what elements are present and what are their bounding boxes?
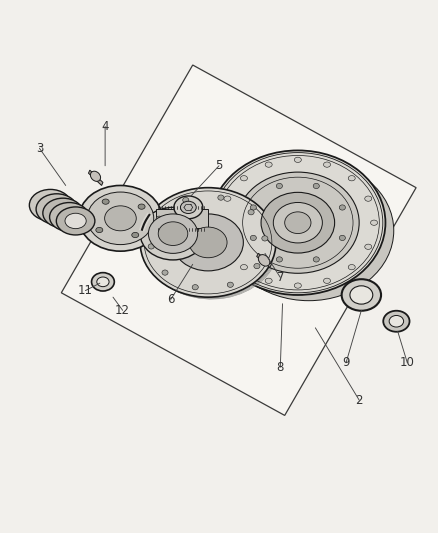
Ellipse shape: [294, 157, 301, 163]
Ellipse shape: [324, 162, 331, 167]
Ellipse shape: [36, 194, 77, 224]
Ellipse shape: [265, 278, 272, 284]
Ellipse shape: [224, 160, 394, 301]
Ellipse shape: [389, 316, 403, 327]
Ellipse shape: [342, 279, 381, 311]
Text: 6: 6: [167, 293, 175, 306]
Ellipse shape: [140, 188, 276, 297]
Ellipse shape: [29, 189, 71, 221]
Ellipse shape: [206, 209, 241, 236]
Ellipse shape: [254, 263, 260, 269]
Ellipse shape: [174, 196, 203, 219]
Ellipse shape: [138, 204, 145, 209]
Ellipse shape: [339, 235, 346, 240]
Ellipse shape: [87, 192, 154, 245]
Ellipse shape: [240, 264, 247, 270]
Ellipse shape: [148, 214, 198, 253]
Ellipse shape: [46, 201, 68, 217]
Ellipse shape: [313, 183, 319, 189]
Ellipse shape: [158, 222, 188, 246]
Ellipse shape: [294, 283, 301, 288]
Ellipse shape: [205, 209, 240, 235]
Text: 10: 10: [400, 357, 415, 369]
Text: 9: 9: [342, 357, 350, 369]
Ellipse shape: [224, 244, 231, 249]
Ellipse shape: [248, 209, 254, 215]
Ellipse shape: [218, 220, 225, 225]
Text: 8: 8: [277, 361, 284, 374]
Ellipse shape: [324, 278, 331, 284]
Ellipse shape: [105, 206, 136, 231]
Ellipse shape: [102, 199, 109, 204]
Ellipse shape: [148, 244, 154, 249]
Ellipse shape: [218, 195, 224, 200]
Ellipse shape: [162, 270, 168, 275]
Ellipse shape: [261, 192, 335, 253]
Text: 2: 2: [355, 393, 363, 407]
Ellipse shape: [204, 208, 239, 235]
Ellipse shape: [339, 205, 346, 210]
Ellipse shape: [65, 213, 86, 229]
Ellipse shape: [79, 185, 162, 251]
Ellipse shape: [210, 150, 385, 295]
Ellipse shape: [258, 255, 270, 266]
Ellipse shape: [227, 282, 233, 287]
Ellipse shape: [90, 171, 101, 181]
Ellipse shape: [237, 172, 359, 273]
Text: 5: 5: [215, 159, 223, 172]
Ellipse shape: [371, 220, 378, 225]
Text: 4: 4: [101, 120, 109, 133]
Ellipse shape: [224, 196, 231, 201]
Ellipse shape: [365, 196, 372, 201]
Ellipse shape: [58, 209, 80, 225]
Ellipse shape: [250, 235, 256, 240]
Ellipse shape: [156, 216, 162, 221]
Ellipse shape: [96, 228, 103, 232]
Ellipse shape: [57, 207, 95, 235]
Ellipse shape: [180, 201, 196, 214]
Ellipse shape: [365, 244, 372, 249]
Ellipse shape: [285, 212, 311, 233]
Ellipse shape: [262, 236, 268, 241]
Ellipse shape: [273, 203, 322, 243]
Polygon shape: [257, 253, 272, 268]
Ellipse shape: [189, 227, 227, 258]
Ellipse shape: [348, 264, 355, 270]
Ellipse shape: [265, 162, 272, 167]
Polygon shape: [88, 170, 103, 185]
Text: 12: 12: [115, 304, 130, 317]
Ellipse shape: [92, 273, 114, 291]
Ellipse shape: [192, 285, 198, 290]
Ellipse shape: [276, 183, 283, 189]
Ellipse shape: [39, 197, 62, 214]
Ellipse shape: [240, 175, 247, 181]
Ellipse shape: [132, 232, 139, 238]
Text: 11: 11: [78, 284, 93, 297]
Text: 7: 7: [276, 271, 284, 284]
Ellipse shape: [183, 197, 189, 203]
Ellipse shape: [43, 198, 83, 228]
Text: 3: 3: [36, 142, 43, 155]
Ellipse shape: [173, 214, 244, 271]
Ellipse shape: [348, 175, 355, 181]
Ellipse shape: [276, 257, 283, 262]
Ellipse shape: [350, 286, 373, 304]
Polygon shape: [156, 209, 208, 228]
Ellipse shape: [49, 203, 89, 231]
Ellipse shape: [313, 257, 319, 262]
Ellipse shape: [383, 311, 410, 332]
Ellipse shape: [52, 205, 74, 221]
Polygon shape: [61, 65, 416, 415]
Ellipse shape: [250, 205, 256, 210]
Ellipse shape: [140, 207, 206, 260]
Ellipse shape: [97, 277, 109, 287]
